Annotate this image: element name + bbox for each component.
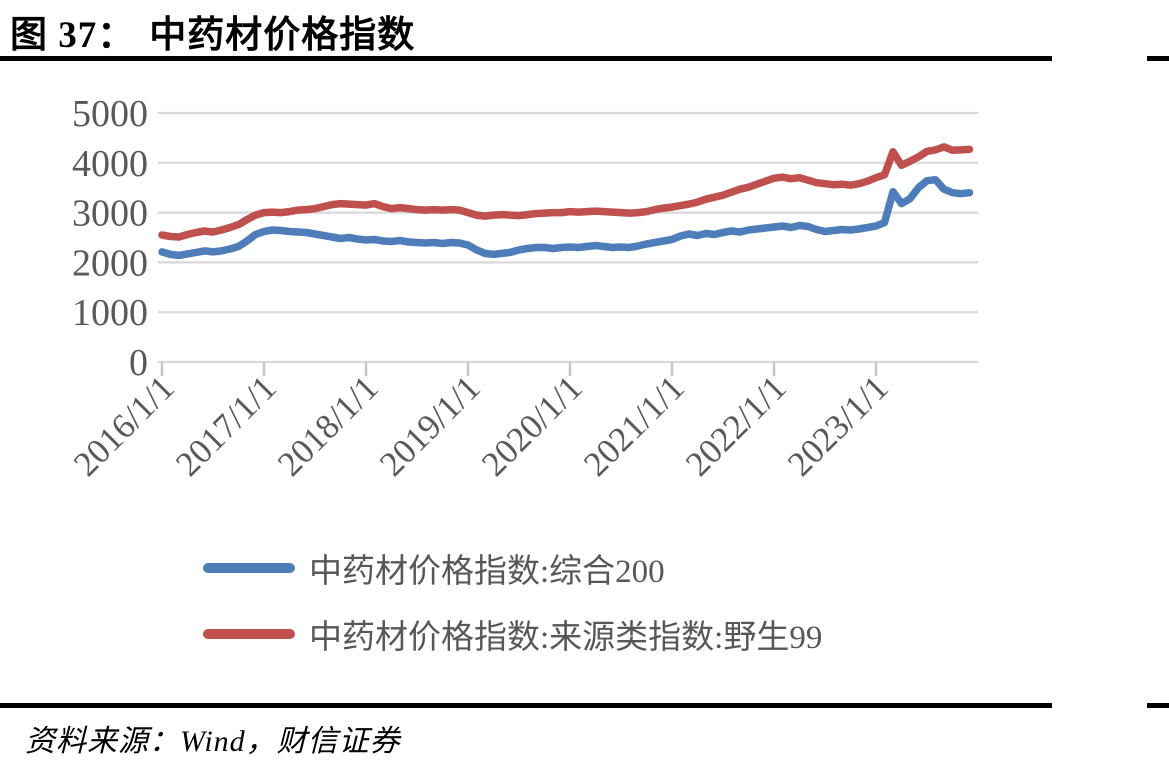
chart-line-series-0 [158,175,974,260]
legend-label-composite-200: 中药材价格指数:综合200 [309,554,665,590]
y-axis-tick-label: 5000 [72,93,148,135]
figure-header: 图 37： 中药材价格指数 [10,4,415,58]
figure-number-label: 图 37： [10,15,136,56]
source-note: 资料来源：Wind，财信证券 [25,725,401,758]
legend-item-composite-200: 中药材价格指数:综合200 [203,547,822,590]
chart-line-series-1 [158,143,974,241]
x-axis-tick-label: 2019/1/1 [372,368,488,484]
y-axis-tick-label: 1000 [72,292,148,334]
chart-legend: 中药材价格指数:综合200 中药材价格指数:来源类指数:野生99 [203,547,822,679]
x-axis-tick-label: 2016/1/1 [66,368,182,484]
price-index-line-chart: 0100020003000400050002016/1/12017/1/1201… [66,93,978,484]
x-axis-tick-label: 2022/1/1 [678,368,794,484]
y-axis-tick-label: 3000 [72,193,148,235]
y-axis-tick-label: 4000 [72,143,148,185]
legend-swatch-blue-line [203,563,295,573]
x-axis-tick-label: 2018/1/1 [270,368,386,484]
adjacent-column-header-divider [1147,56,1169,61]
legend-item-wild-99: 中药材价格指数:来源类指数:野生99 [203,613,823,656]
x-axis-tick-label: 2021/1/1 [576,368,692,484]
x-axis-tick-label: 2023/1/1 [780,368,896,484]
footer-divider-line [0,703,1052,708]
x-axis-tick-label: 2017/1/1 [168,368,284,484]
legend-swatch-red-line [203,629,295,639]
y-axis-tick-label: 2000 [72,242,148,284]
x-axis-tick-label: 2020/1/1 [474,368,590,484]
adjacent-column-footer-divider [1147,703,1169,708]
y-axis-tick-label: 0 [129,342,148,384]
header-divider-line [0,56,1052,61]
legend-label-wild-99: 中药材价格指数:来源类指数:野生99 [309,620,823,656]
figure-title: 中药材价格指数 [149,15,416,56]
